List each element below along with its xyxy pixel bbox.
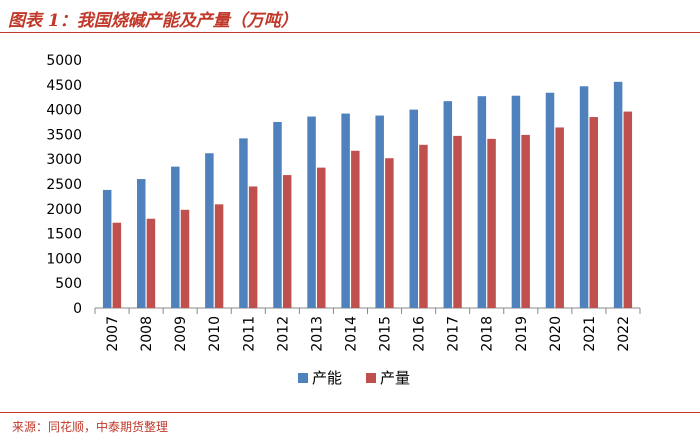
y-tick-label: 1000	[46, 251, 82, 267]
y-tick-label: 1500	[46, 227, 82, 243]
bar-capacity	[102, 189, 112, 308]
bar-output	[419, 144, 428, 308]
y-tick-label: 3000	[46, 152, 82, 168]
bar-capacity	[273, 122, 282, 308]
x-tick-label: 2022	[616, 316, 632, 352]
title-divider	[0, 32, 700, 33]
bar-output	[487, 138, 496, 308]
y-tick-label: 4000	[46, 103, 82, 119]
bar-output	[214, 204, 224, 308]
bar-output	[180, 209, 190, 308]
legend-swatch-capacity	[298, 373, 308, 383]
title-bar: 图表 1：我国烧碱产能及产量（万吨）	[0, 0, 700, 32]
x-tick-label: 2009	[173, 316, 189, 352]
bar-output	[146, 218, 156, 308]
y-tick-label: 4500	[46, 78, 82, 94]
x-tick-label: 2013	[309, 316, 325, 352]
bar-output	[282, 175, 292, 308]
source-divider	[0, 412, 700, 413]
legend-label-capacity: 产能	[312, 369, 342, 387]
bar-capacity	[205, 153, 214, 308]
bar-capacity	[409, 109, 418, 308]
bar-output	[453, 135, 462, 308]
bar-capacity	[545, 92, 555, 309]
x-tick-label: 2018	[480, 316, 496, 352]
source-note: 来源：同花顺，中泰期货整理	[12, 420, 169, 434]
x-tick-label: 2016	[412, 316, 428, 352]
legend-swatch-output	[366, 373, 376, 383]
bar-capacity	[307, 116, 316, 308]
legend-label-output: 产量	[380, 369, 410, 387]
x-tick-label: 2014	[343, 316, 359, 352]
x-tick-label: 2015	[378, 316, 394, 352]
x-tick-label: 2012	[275, 316, 291, 352]
bar-capacity	[171, 166, 180, 308]
y-tick-label: 2000	[46, 202, 82, 218]
bar-capacity	[136, 179, 146, 308]
bar-output	[521, 134, 530, 308]
bar-capacity	[511, 95, 521, 308]
bar-output	[248, 186, 258, 308]
chart-title: 图表 1：我国烧碱产能及产量（万吨）	[8, 11, 298, 31]
bar-capacity	[613, 81, 623, 308]
y-tick-label: 5000	[46, 53, 82, 69]
y-tick-label: 0	[73, 301, 82, 317]
x-tick-label: 2017	[446, 316, 462, 352]
x-tick-label: 2021	[582, 316, 598, 352]
x-tick-label: 2011	[241, 316, 257, 352]
x-tick-label: 2008	[139, 316, 155, 352]
bar-chart: 0 500 1000 1500 2000 2500 3000 3500 4000 4500 5000…	[46, 53, 641, 387]
bar-capacity	[477, 96, 487, 308]
bar-output	[589, 117, 599, 308]
bar-output	[351, 150, 360, 308]
bar-output	[112, 222, 122, 308]
x-tick-label: 2010	[207, 316, 223, 352]
bar-output	[555, 127, 564, 309]
bar-capacity	[579, 86, 589, 308]
x-tick-label: 2007	[105, 316, 121, 352]
x-tick-label: 2019	[514, 316, 530, 352]
x-tick-label: 2020	[548, 316, 564, 352]
bar-output	[385, 158, 394, 308]
bar-output	[623, 111, 633, 308]
y-tick-label: 500	[55, 276, 82, 292]
y-tick-label: 3500	[46, 127, 82, 143]
bar-capacity	[239, 138, 248, 308]
bar-capacity	[375, 115, 384, 308]
bar-capacity	[341, 113, 350, 309]
y-tick-label: 2500	[46, 177, 82, 193]
bar-output	[317, 167, 326, 308]
bar-capacity	[443, 101, 453, 308]
